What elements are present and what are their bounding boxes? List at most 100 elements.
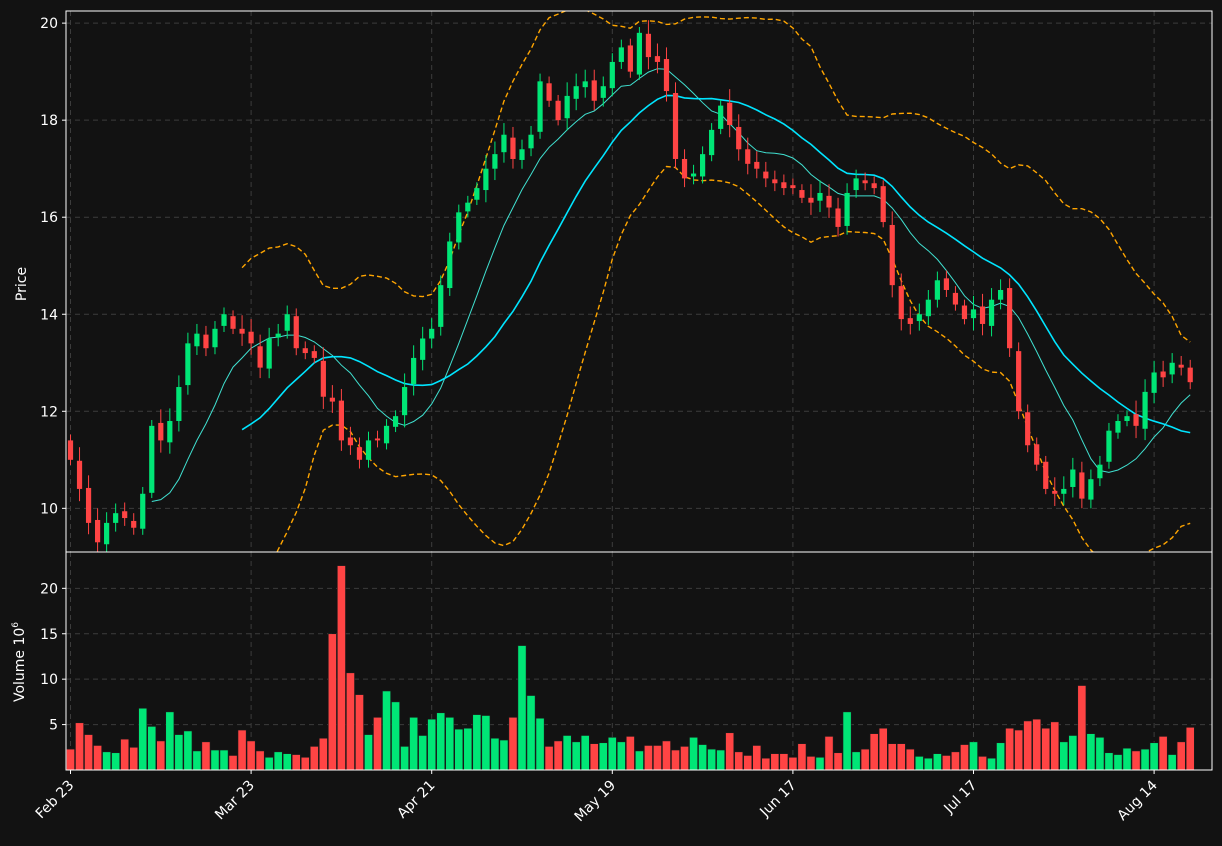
volume-bar — [806, 756, 816, 771]
candle-body — [347, 437, 354, 446]
volume-bar — [300, 756, 310, 771]
candle-body — [1115, 420, 1121, 433]
candle-body — [302, 348, 308, 354]
price-tick-label: 18 — [40, 113, 58, 129]
volume-bar — [228, 755, 238, 771]
volume-bar — [1005, 727, 1015, 771]
candle-body — [934, 280, 940, 300]
volume-bar — [1086, 733, 1096, 771]
candle-body — [546, 83, 552, 101]
volume-bar — [869, 733, 879, 771]
candle-body — [817, 192, 823, 201]
volume-bar — [373, 717, 382, 771]
candle-body — [709, 129, 715, 156]
volume-bar — [1176, 741, 1186, 771]
volume-bar — [481, 715, 491, 771]
volume-bar — [996, 742, 1005, 771]
volume-bar — [1059, 741, 1069, 771]
candle-body — [140, 493, 146, 529]
candle-body — [690, 173, 697, 177]
candle-body — [356, 447, 363, 460]
volume-bar — [93, 745, 102, 771]
price-candles — [67, 20, 1193, 552]
candle-body — [338, 400, 344, 441]
candle-body — [320, 360, 326, 397]
volume-bar — [662, 740, 671, 771]
volume-bar — [346, 672, 355, 771]
volume-axis-label-text: Volume 10 — [12, 628, 28, 702]
volume-bar — [1095, 736, 1105, 771]
candle-body — [1088, 479, 1094, 500]
volume-bar — [147, 726, 157, 771]
lower-band-line — [276, 165, 1191, 552]
volume-bar — [779, 753, 789, 771]
candle-body — [745, 149, 751, 164]
volume-bar — [355, 694, 364, 771]
candle-body — [1160, 371, 1166, 378]
volume-bar — [634, 750, 644, 771]
volume-bar — [951, 751, 960, 771]
volume-bar — [1113, 754, 1123, 771]
volume-bar — [707, 748, 717, 771]
candle-body — [880, 186, 886, 223]
long-moving-average-line — [241, 94, 1191, 434]
axes-frame — [65, 10, 1213, 771]
volume-bar — [1050, 721, 1060, 771]
volume-bar — [698, 744, 707, 771]
candle-body — [501, 134, 507, 153]
volume-bar — [625, 736, 635, 771]
volume-bar — [409, 717, 419, 771]
bollinger-bands — [241, 11, 1191, 552]
candle-body — [456, 212, 462, 243]
volume-tick-label: 15 — [40, 627, 58, 643]
volume-bar — [291, 754, 301, 771]
candle-body — [94, 519, 101, 543]
volume-bar — [1167, 754, 1177, 771]
volume-bar — [1032, 718, 1042, 771]
x-tick-label: Apr 21 — [394, 778, 438, 822]
candle-body — [681, 158, 688, 179]
volume-bar — [725, 732, 735, 771]
volume-bar — [165, 711, 175, 771]
candle-body — [167, 420, 173, 443]
volume-tick-label: 10 — [40, 672, 58, 688]
candle-body — [1034, 444, 1040, 465]
candle-body — [636, 32, 642, 75]
volume-bar — [526, 695, 536, 771]
volume-bar — [689, 736, 698, 771]
volume-bar — [282, 753, 292, 771]
candle-body — [564, 95, 570, 119]
volume-bar — [400, 746, 410, 771]
volume-bar — [273, 751, 283, 771]
volume-bar — [851, 751, 861, 771]
volume-bars — [66, 565, 1195, 771]
volume-bar — [156, 740, 166, 771]
candle-body — [1079, 472, 1085, 499]
candle-body — [907, 318, 913, 324]
volume-bar — [598, 742, 608, 771]
candle-body — [925, 299, 931, 317]
volume-bar — [860, 748, 870, 771]
candle-body — [85, 487, 92, 523]
volume-bar — [1140, 748, 1150, 771]
candle-body — [663, 59, 670, 92]
volume-bar — [246, 740, 256, 771]
candle-body — [392, 416, 399, 427]
candle-body — [185, 343, 191, 386]
candle-body — [1016, 351, 1022, 412]
volume-bar — [1077, 685, 1087, 771]
volume-bar — [427, 718, 437, 771]
volume-bar — [905, 748, 915, 771]
volume-bar — [309, 746, 319, 771]
candle-body — [158, 422, 164, 441]
price-tick-label: 20 — [40, 16, 58, 32]
candle-body — [519, 149, 525, 160]
candle-body — [149, 425, 155, 493]
candle-body — [113, 513, 119, 523]
candle-body — [754, 161, 760, 169]
volume-bar — [66, 748, 75, 771]
volume-bar — [111, 752, 121, 771]
volume-bar — [102, 751, 112, 771]
volume-bar — [210, 749, 220, 771]
